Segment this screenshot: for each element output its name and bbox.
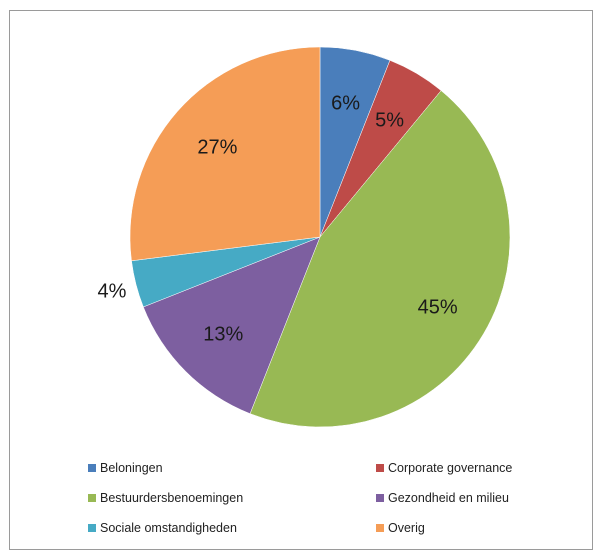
- legend-label: Corporate governance: [388, 461, 513, 475]
- legend-swatch: [376, 494, 384, 502]
- legend-item-gezondheid-en-milieu: Gezondheid en milieu: [376, 491, 509, 505]
- legend-swatch: [88, 464, 96, 472]
- data-label-sociale-omstandigheden: 4%: [98, 280, 127, 302]
- legend-label: Gezondheid en milieu: [388, 491, 509, 505]
- legend-swatch: [88, 494, 96, 502]
- legend-label: Beloningen: [100, 461, 163, 475]
- legend-swatch: [376, 464, 384, 472]
- chart-frame: 6% 5% 45% 13% 4% 27% Beloningen Corporate gov…: [9, 10, 593, 550]
- legend-swatch: [376, 524, 384, 532]
- pie-slice-bestuurdersbenoemingen: [249, 90, 511, 428]
- data-label-overig: 27%: [197, 137, 237, 159]
- legend-item-overig: Overig: [376, 521, 425, 535]
- pie-slice-overig: [129, 46, 321, 262]
- pie-chart: 6% 5% 45% 13% 4% 27%: [98, 46, 511, 428]
- legend: Beloningen Corporate governance Bestuurd…: [88, 461, 548, 545]
- legend-label: Sociale omstandigheden: [100, 521, 237, 535]
- legend-item-bestuurdersbenoemingen: Bestuurdersbenoemingen: [88, 491, 243, 505]
- data-label-beloningen: 6%: [331, 93, 360, 115]
- legend-item-sociale-omstandigheden: Sociale omstandigheden: [88, 521, 237, 535]
- data-label-corporate-governance: 5%: [375, 109, 404, 131]
- pie-slices: [129, 46, 511, 428]
- data-label-gezondheid-en-milieu: 13%: [203, 324, 243, 346]
- legend-swatch: [88, 524, 96, 532]
- data-label-bestuurdersbenoemingen: 45%: [418, 297, 458, 319]
- legend-item-corporate-governance: Corporate governance: [376, 461, 512, 475]
- legend-item-beloningen: Beloningen: [88, 461, 163, 475]
- legend-label: Bestuurdersbenoemingen: [100, 491, 244, 505]
- pie-slice-gezondheid-en-milieu: [143, 236, 321, 414]
- legend-label: Overig: [388, 521, 425, 535]
- pie-data-labels: 6% 5% 45% 13% 4% 27%: [98, 93, 458, 346]
